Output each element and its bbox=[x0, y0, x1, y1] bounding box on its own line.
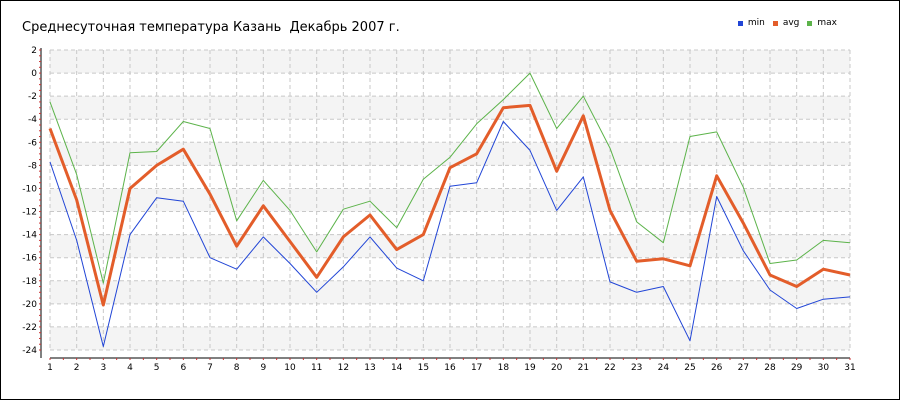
x-tick-label: 11 bbox=[311, 363, 322, 373]
y-tick-label: -4 bbox=[28, 115, 37, 125]
x-tick-label: 31 bbox=[844, 363, 855, 373]
x-tick-label: 12 bbox=[338, 363, 349, 373]
y-tick-label: -24 bbox=[22, 346, 37, 356]
series-line-max bbox=[49, 72, 851, 284]
series-line-min bbox=[49, 121, 851, 347]
y-tick-label: -6 bbox=[28, 138, 37, 148]
x-tick-label: 10 bbox=[284, 363, 296, 373]
grid-band bbox=[50, 142, 850, 166]
grid-band bbox=[50, 280, 850, 304]
chart-title: Среднесуточная температура Казань Декабр… bbox=[22, 20, 400, 35]
x-tick-label: 17 bbox=[471, 363, 482, 373]
y-tick-label: 2 bbox=[31, 46, 37, 56]
y-tick-label: -10 bbox=[22, 184, 37, 194]
legend: min avg max bbox=[730, 18, 837, 28]
x-tick-label: 3 bbox=[100, 363, 106, 373]
x-tick-label: 1 bbox=[47, 363, 53, 373]
x-tick-label: 14 bbox=[391, 363, 403, 373]
y-tick-label: -2 bbox=[28, 92, 37, 102]
x-tick-label: 19 bbox=[524, 363, 536, 373]
legend-entry-max: max bbox=[807, 18, 837, 28]
x-tick-label: 7 bbox=[207, 363, 213, 373]
y-tick-label: -12 bbox=[22, 208, 37, 218]
x-tick-label: 22 bbox=[604, 363, 615, 373]
y-tick-label: -22 bbox=[22, 323, 37, 333]
x-tick-label: 8 bbox=[234, 363, 240, 373]
x-tick-label: 24 bbox=[658, 363, 670, 373]
x-tick-label: 13 bbox=[364, 363, 375, 373]
y-tick-label: -8 bbox=[28, 161, 37, 171]
x-tick-label: 23 bbox=[631, 363, 642, 373]
y-tick-label: -16 bbox=[22, 254, 37, 264]
legend-entry-avg: avg bbox=[772, 18, 800, 28]
x-tick-label: 16 bbox=[444, 363, 456, 373]
x-tick-label: 2 bbox=[74, 363, 80, 373]
legend-swatch-avg bbox=[772, 20, 778, 26]
x-tick-label: 6 bbox=[180, 363, 186, 373]
x-tick-label: 5 bbox=[154, 363, 160, 373]
y-tick-label: 0 bbox=[31, 69, 37, 79]
legend-label-avg: avg bbox=[782, 18, 800, 28]
legend-label-max: max bbox=[817, 18, 837, 28]
x-tick-label: 15 bbox=[418, 363, 429, 373]
legend-swatch-min bbox=[737, 20, 743, 26]
x-tick-label: 20 bbox=[551, 363, 563, 373]
x-tick-label: 25 bbox=[684, 363, 695, 373]
x-tick-label: 28 bbox=[764, 363, 776, 373]
x-tick-label: 26 bbox=[711, 363, 723, 373]
x-tick-label: 18 bbox=[498, 363, 510, 373]
x-tick-label: 29 bbox=[791, 363, 803, 373]
legend-label-min: min bbox=[747, 18, 765, 28]
x-tick-label: 27 bbox=[738, 363, 749, 373]
y-tick-label: -20 bbox=[22, 300, 37, 310]
x-tick-label: 9 bbox=[260, 363, 266, 373]
y-tick-label: -14 bbox=[22, 231, 37, 241]
legend-swatch-max bbox=[807, 20, 813, 26]
grid-band bbox=[50, 50, 850, 74]
y-tick-label: -18 bbox=[22, 277, 37, 287]
x-tick-label: 21 bbox=[578, 363, 589, 373]
legend-entry-min: min bbox=[737, 18, 765, 28]
series-line-avg bbox=[48, 103, 851, 307]
x-tick-label: 30 bbox=[818, 363, 830, 373]
x-tick-label: 4 bbox=[127, 363, 133, 373]
